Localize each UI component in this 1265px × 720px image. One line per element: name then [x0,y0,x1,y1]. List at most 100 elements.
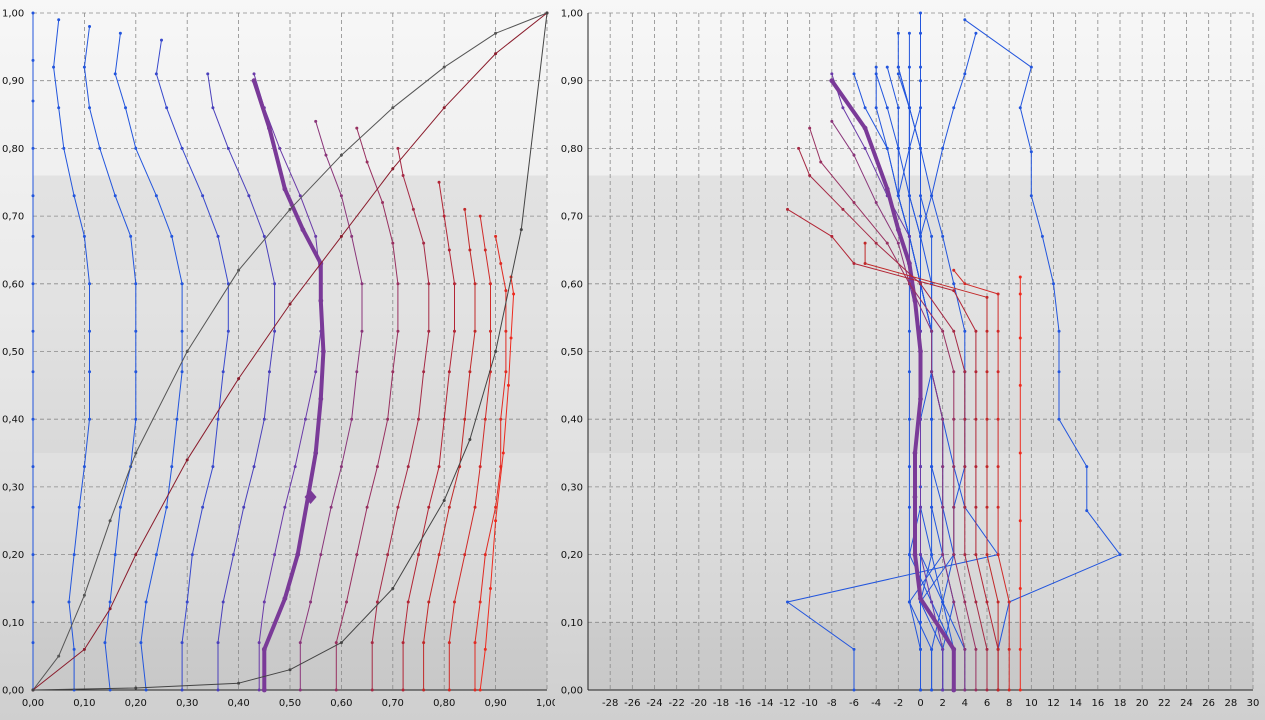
y-tick-label: 0,20 [2,550,24,561]
data-point [952,329,956,333]
data-point [442,65,446,69]
data-point [963,647,967,651]
data-point [996,370,1000,374]
data-point [808,173,812,177]
data-point [31,234,35,238]
data-point [863,241,867,245]
data-point [852,688,856,692]
series-21 [1018,275,1022,692]
data-point [504,289,508,293]
y-tick-label: 0,10 [2,618,24,629]
data-point [963,417,967,421]
x-tick-label: -18 [713,698,729,709]
data-point [160,38,163,42]
data-point [370,688,374,692]
highlight-marker [304,490,317,505]
data-point [417,417,420,421]
series-3 [82,25,138,692]
data-point [974,553,978,557]
data-point [31,282,35,286]
data-point [201,505,205,509]
data-point [930,465,934,469]
data-point [1018,451,1022,455]
data-point [494,519,498,523]
series-17 [797,146,989,692]
data-point [113,194,117,198]
data-point [391,167,395,171]
data-point [226,146,230,150]
data-point [411,207,415,211]
data-point [895,227,901,233]
y-tick-label: 0,80 [561,144,583,155]
data-point [77,505,81,509]
x-tick-label: 26 [1202,698,1215,709]
data-point [339,465,343,469]
series-line [864,243,999,690]
x-tick-label: -12 [779,698,795,709]
data-point [930,370,934,374]
data-point [422,641,426,645]
x-tick-label: -8 [827,698,837,709]
data-point [252,465,256,469]
data-point [417,553,420,557]
data-point [786,207,789,211]
data-point [907,261,912,266]
data-point [488,282,492,286]
data-point [473,688,477,692]
data-point [124,106,128,110]
data-point [852,261,856,265]
data-point [996,292,1000,296]
data-point [885,106,889,110]
left-chart: 0,00 0,10 0,20 0,30 0,40 0,50 0,60 0,70 0,80 0,90… [0,0,555,720]
data-point [370,641,374,645]
data-point [963,72,967,76]
data-point [919,106,922,110]
data-point [488,329,492,333]
series-line [83,26,137,691]
data-point [427,282,431,286]
data-point [62,146,66,150]
data-point [437,465,441,469]
data-point [545,11,549,15]
data-point [267,370,271,374]
data-point [1007,600,1011,604]
data-point [108,519,112,523]
data-point [57,18,61,22]
data-point [896,241,900,245]
data-point [190,553,194,557]
data-point [1007,647,1011,651]
series-1 [31,11,35,692]
y-tick-label: 0,70 [561,212,583,223]
data-point [941,465,945,469]
data-point [862,125,868,131]
x-tick-label: -16 [735,698,751,709]
x-tick-label: 4 [962,698,968,709]
data-point [478,688,482,692]
data-point [396,329,400,333]
data-point [919,234,922,238]
series-line [371,148,430,690]
data-point [1018,292,1022,296]
data-point [786,600,789,604]
data-point [952,282,956,286]
series-line [809,127,977,690]
data-point [819,160,823,164]
data-point [375,465,379,469]
x-tick-label: 28 [1224,698,1237,709]
y-tick-label: 0,90 [2,76,24,87]
data-point [912,552,918,557]
data-point [919,688,922,692]
data-point [257,641,261,645]
data-point [874,72,878,76]
data-point [907,194,911,198]
data-point [1018,647,1022,651]
data-point [907,106,911,110]
right-chart-panel: 0,00 0,10 0,20 0,30 0,40 0,50 0,60 0,70 0,80 0,90… [555,0,1265,720]
data-point [473,505,477,509]
x-tick-label: -4 [871,698,881,709]
data-point [996,688,1000,692]
data-point [165,106,169,110]
data-point [974,370,978,374]
data-point [350,417,354,421]
data-point [494,234,498,238]
